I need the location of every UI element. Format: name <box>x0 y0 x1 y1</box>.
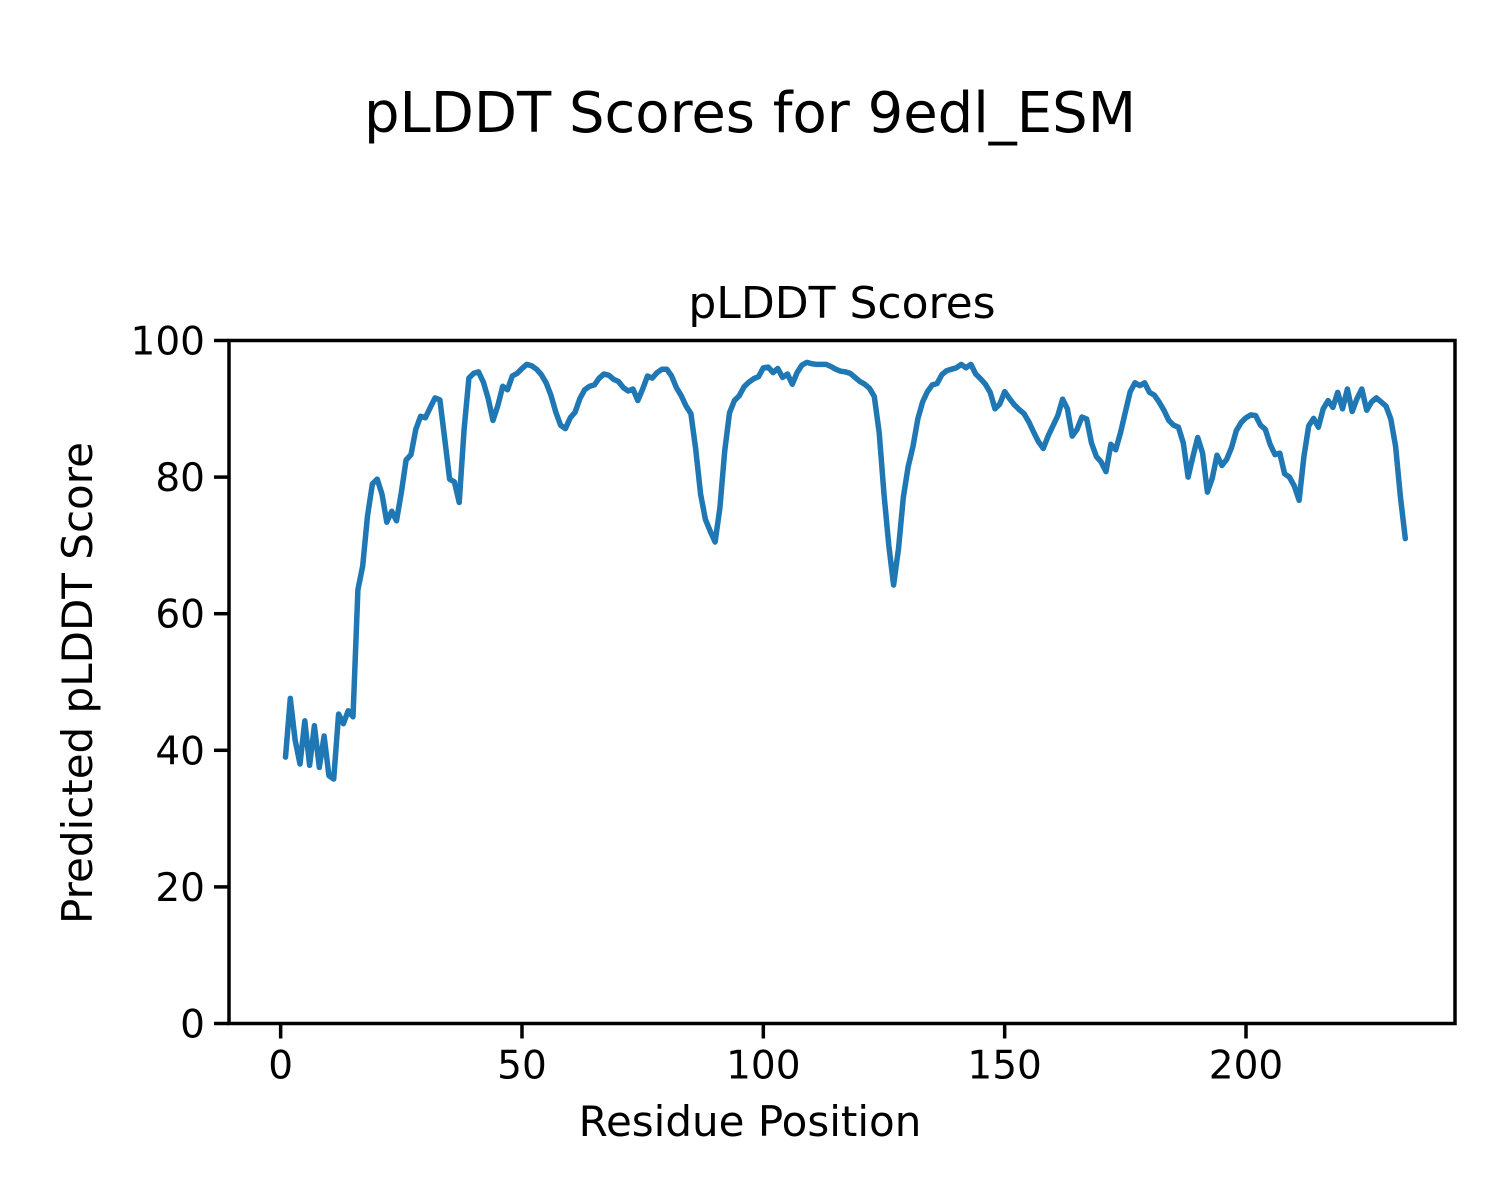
y-tick-label: 20 <box>155 866 205 911</box>
x-tick-label: 200 <box>1209 1044 1283 1089</box>
y-tick-label: 100 <box>131 320 205 365</box>
y-tick-label: 60 <box>155 593 205 638</box>
x-tick-label: 0 <box>268 1044 293 1089</box>
figure-title: pLDDT Scores for 9edl_ESM <box>363 81 1137 146</box>
axes-title: pLDDT Scores <box>688 278 996 329</box>
x-tick-label: 100 <box>726 1044 800 1089</box>
y-tick-label: 40 <box>155 729 205 774</box>
x-tick-label: 150 <box>967 1044 1041 1089</box>
y-tick-label: 80 <box>155 456 205 501</box>
data-series <box>282 359 1409 782</box>
axis-ticks: 0 20 40 60 80 100 0 50 100 150 200 <box>131 320 1284 1089</box>
x-tick-label: 50 <box>497 1044 547 1089</box>
x-axis-label: Residue Position <box>578 1097 922 1146</box>
y-tick-label: 0 <box>180 1003 205 1048</box>
plddt-line <box>282 359 1409 782</box>
axes-spines <box>227 338 1457 1026</box>
